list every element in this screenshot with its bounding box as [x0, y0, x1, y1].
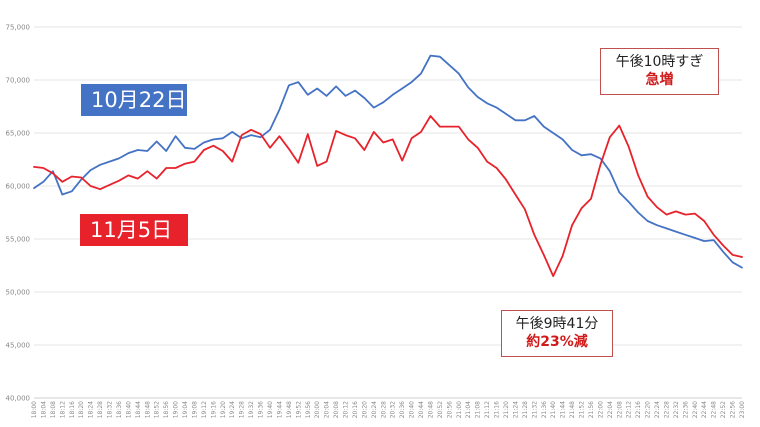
x-tick-label: 22:40 [692, 401, 699, 418]
x-tick-label: 20:44 [418, 401, 425, 418]
x-tick-label: 18:32 [107, 401, 114, 418]
x-tick-label: 19:48 [286, 401, 293, 418]
y-tick-label: 40,000 [6, 395, 31, 403]
x-tick-label: 22:12 [626, 401, 633, 418]
x-tick-label: 19:40 [267, 401, 274, 418]
x-tick-label: 21:52 [579, 401, 586, 418]
x-tick-label: 21:24 [512, 401, 519, 418]
x-tick-label: 20:08 [333, 401, 340, 418]
x-tick-label: 23:00 [739, 401, 746, 418]
x-tick-label: 18:12 [59, 401, 66, 418]
x-tick-label: 22:20 [645, 401, 652, 418]
x-tick-label: 20:36 [399, 401, 406, 418]
legend-label-nov-5: 11月5日 [80, 214, 188, 246]
x-tick-label: 21:20 [503, 401, 510, 418]
annotation-drop-label: 約23%減 [526, 334, 588, 350]
x-tick-label: 19:04 [182, 401, 189, 418]
x-tick-label: 21:12 [484, 401, 491, 418]
y-tick-label: 45,000 [6, 342, 31, 350]
x-tick-label: 19:32 [248, 401, 255, 418]
x-tick-label: 18:08 [50, 401, 57, 418]
y-tick-label: 65,000 [6, 130, 31, 138]
y-tick-label: 50,000 [6, 289, 31, 297]
x-tick-label: 18:36 [116, 401, 123, 418]
x-tick-label: 22:44 [701, 401, 708, 418]
x-tick-label: 21:00 [456, 401, 463, 418]
x-tick-label: 20:20 [361, 401, 368, 418]
series-line-oct-22 [33, 54, 743, 269]
annotation-surge-after-10pm: 午後10時すぎ 急増 [600, 48, 719, 95]
x-tick-label: 22:04 [607, 401, 614, 418]
x-tick-label: 20:24 [371, 401, 378, 418]
x-tick-label: 22:16 [635, 401, 642, 418]
x-tick-label: 21:16 [494, 401, 501, 418]
y-tick-label: 70,000 [6, 77, 31, 85]
x-tick-label: 20:56 [446, 401, 453, 418]
x-tick-label: 18:20 [78, 401, 85, 418]
x-tick-label: 20:04 [324, 401, 331, 418]
x-tick-label: 18:04 [40, 401, 47, 418]
x-tick-label: 22:24 [654, 401, 661, 418]
series-line-nov-5 [33, 115, 743, 278]
y-tick-label: 55,000 [6, 236, 31, 244]
x-tick-label: 19:20 [220, 401, 227, 418]
x-tick-label: 22:00 [597, 401, 604, 418]
x-tick-label: 18:00 [31, 401, 38, 418]
x-tick-label: 22:32 [673, 401, 680, 418]
x-tick-label: 18:28 [97, 401, 104, 418]
x-tick-label: 18:44 [135, 401, 142, 418]
x-tick-label: 20:28 [380, 401, 387, 418]
x-tick-label: 19:28 [239, 401, 246, 418]
x-tick-label: 19:00 [173, 401, 180, 418]
x-tick-label: 22:48 [711, 401, 718, 418]
x-tick-label: 18:16 [69, 401, 76, 418]
x-tick-label: 22:52 [720, 401, 727, 418]
x-tick-label: 20:16 [352, 401, 359, 418]
annotation-surge-time: 午後10時すぎ [615, 54, 704, 70]
legend-label-oct-22: 10月22日 [81, 84, 187, 116]
x-tick-label: 20:32 [390, 401, 397, 418]
x-tick-label: 21:28 [522, 401, 529, 418]
x-tick-label: 18:56 [163, 401, 170, 418]
x-tick-label: 19:52 [295, 401, 302, 418]
x-tick-label: 18:48 [144, 401, 151, 418]
x-tick-label: 21:32 [531, 401, 538, 418]
x-tick-label: 18:52 [154, 401, 161, 418]
x-tick-label: 21:04 [465, 401, 472, 418]
x-tick-label: 21:36 [541, 401, 548, 418]
x-tick-label: 19:44 [276, 401, 283, 418]
annotation-drop-at-941pm: 午後9時41分 約23%減 [501, 310, 613, 357]
x-tick-label: 20:52 [437, 401, 444, 418]
data-series [33, 54, 743, 278]
x-axis-tick-labels: 18:00 18:04 18:08 18:12 18:16 18:20 18:24 18:28… [31, 401, 746, 418]
x-tick-label: 21:40 [550, 401, 557, 418]
x-tick-label: 21:56 [588, 401, 595, 418]
x-tick-label: 18:24 [88, 401, 95, 418]
y-tick-label: 60,000 [6, 183, 31, 191]
x-tick-label: 19:36 [258, 401, 265, 418]
x-tick-label: 20:48 [427, 401, 434, 418]
x-tick-label: 18:40 [125, 401, 132, 418]
x-tick-label: 21:48 [569, 401, 576, 418]
x-tick-label: 22:36 [682, 401, 689, 418]
x-tick-label: 22:56 [730, 401, 737, 418]
x-tick-label: 19:56 [305, 401, 312, 418]
x-tick-label: 22:28 [663, 401, 670, 418]
y-axis-tick-labels: 75,000 70,000 65,000 60,000 55,000 50,000 45,0… [6, 24, 31, 403]
x-tick-label: 19:08 [191, 401, 198, 418]
x-tick-label: 19:16 [210, 401, 217, 418]
annotation-drop-time: 午後9時41分 [515, 316, 599, 332]
x-tick-label: 20:00 [314, 401, 321, 418]
x-tick-label: 22:08 [616, 401, 623, 418]
x-tick-label: 19:24 [229, 401, 236, 418]
x-tick-label: 20:12 [343, 401, 350, 418]
x-tick-label: 19:12 [201, 401, 208, 418]
y-tick-label: 75,000 [6, 24, 31, 32]
x-tick-label: 21:08 [475, 401, 482, 418]
annotation-surge-label: 急増 [645, 72, 674, 88]
x-tick-label: 20:40 [409, 401, 416, 418]
x-tick-label: 21:44 [560, 401, 567, 418]
